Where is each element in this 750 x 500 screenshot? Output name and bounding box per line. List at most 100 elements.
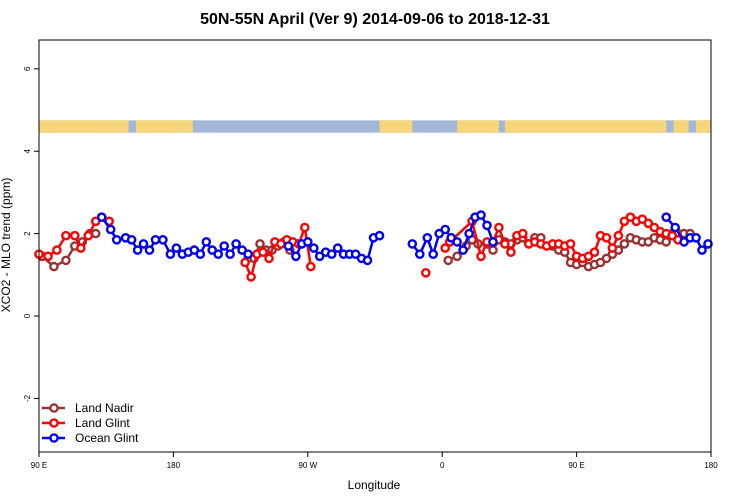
- data-point: [374, 230, 385, 241]
- data-point: [440, 243, 451, 253]
- data-point: [452, 237, 462, 247]
- x-tick-label: 0: [440, 461, 445, 470]
- data-point: [76, 243, 86, 253]
- data-point: [144, 245, 155, 255]
- y-tick-label: 0: [23, 313, 32, 318]
- data-point: [111, 234, 122, 245]
- y-tick-label: -2: [23, 394, 32, 402]
- data-point: [308, 243, 319, 253]
- data-point: [138, 239, 149, 249]
- y-axis-label: XCO2 - MLO trend (ppm): [0, 178, 13, 313]
- data-point: [70, 230, 80, 241]
- land-segment: [136, 120, 181, 133]
- data-point: [422, 232, 433, 243]
- data-point: [49, 261, 59, 272]
- data-point: [213, 249, 223, 259]
- data-point: [697, 245, 707, 255]
- land-segment: [180, 120, 193, 133]
- data-point: [332, 243, 343, 253]
- data-point: [670, 222, 681, 233]
- data-point: [240, 257, 250, 268]
- data-point: [452, 251, 462, 262]
- data-point: [458, 245, 468, 255]
- data-point: [643, 218, 654, 229]
- data-point: [225, 249, 235, 259]
- land-segment: [53, 120, 102, 133]
- data-point: [165, 249, 176, 259]
- data-point: [414, 249, 425, 259]
- data-point: [246, 272, 256, 282]
- data-point: [126, 234, 137, 245]
- data-point: [518, 228, 528, 239]
- data-point: [52, 245, 62, 255]
- legend-label: Land Nadir: [75, 401, 134, 415]
- data-point: [96, 212, 107, 222]
- data-point: [283, 241, 294, 251]
- data-point: [61, 230, 71, 241]
- data-point: [90, 228, 101, 239]
- data-point: [219, 241, 229, 251]
- y-tick-label: 4: [23, 148, 32, 153]
- data-point: [305, 261, 316, 272]
- data-point: [607, 243, 618, 253]
- y-tick-label: 2: [23, 231, 32, 236]
- data-point: [488, 237, 498, 247]
- data-point: [258, 247, 268, 257]
- data-point: [243, 249, 253, 259]
- data-point: [299, 222, 310, 233]
- plot-frame: [38, 39, 712, 453]
- x-tick-label: 180: [167, 461, 181, 470]
- data-point: [428, 249, 439, 259]
- series-land-glint: [34, 212, 683, 282]
- data-point: [613, 230, 624, 241]
- data-point: [601, 232, 612, 243]
- land-segment: [673, 120, 689, 133]
- data-point: [476, 251, 486, 262]
- data-point: [482, 220, 492, 231]
- data-point: [43, 251, 53, 262]
- data-point: [201, 237, 212, 247]
- land-segment: [101, 120, 129, 133]
- x-tick-label: 90 W: [298, 461, 317, 470]
- data-point: [362, 255, 373, 266]
- data-point: [443, 255, 454, 266]
- data-point: [661, 237, 672, 247]
- land-sea-band: [39, 120, 711, 133]
- y-tick-label: 6: [23, 66, 32, 71]
- data-point: [291, 251, 301, 262]
- legend-marker: [49, 418, 59, 428]
- data-point: [132, 245, 143, 255]
- data-point: [691, 232, 701, 243]
- data-point: [661, 212, 672, 222]
- data-point: [231, 239, 241, 249]
- land-segment: [504, 120, 667, 133]
- chart-title: 50N-55N April (Ver 9) 2014-09-06 to 2018…: [200, 11, 550, 28]
- legend-marker: [49, 433, 59, 443]
- data-point: [464, 228, 474, 239]
- data-point: [158, 234, 168, 245]
- x-tick-label: 90 E: [568, 461, 584, 470]
- data-point: [105, 224, 116, 235]
- legend-label: Land Glint: [75, 416, 130, 430]
- land-segment: [696, 120, 711, 133]
- data-point: [171, 243, 182, 253]
- data-point: [61, 255, 71, 266]
- data-point: [255, 239, 265, 249]
- data-point: [500, 239, 510, 249]
- land-segment: [39, 120, 54, 133]
- legend-marker: [49, 403, 59, 413]
- data-point: [488, 245, 498, 255]
- data-point: [476, 210, 486, 220]
- data-point: [565, 239, 576, 249]
- x-axis-label: Longitude: [348, 478, 401, 492]
- data-point: [83, 230, 94, 241]
- land-segment: [457, 120, 499, 133]
- data-point: [703, 239, 713, 249]
- data-point: [407, 239, 418, 249]
- data-point: [302, 237, 313, 247]
- data-point: [440, 224, 451, 235]
- x-tick-label: 180: [704, 461, 718, 470]
- land-segment: [379, 120, 413, 133]
